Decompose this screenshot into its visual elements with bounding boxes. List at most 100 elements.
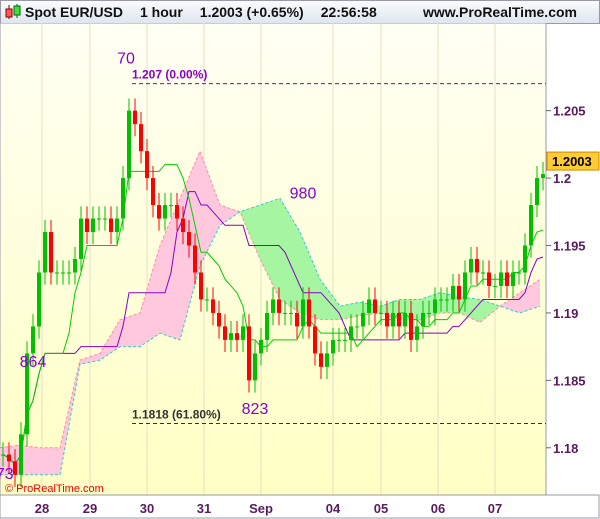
candle-body [223,326,227,340]
candle-body [307,299,311,327]
cloud-segment [20,445,40,475]
candle-body [85,218,89,233]
candle-body [19,434,23,475]
candle-body [67,272,71,274]
candle-body [505,272,509,286]
candle-body [373,299,377,313]
candle-body [139,124,143,152]
candle-body [469,259,473,273]
candle-body [241,326,245,340]
candle-body [415,326,419,340]
candle-body [163,205,167,219]
candle-body [43,232,47,273]
price-change-label: 1.2003 (+0.65%) [199,4,304,20]
candle-body [451,285,455,300]
candle-body [337,339,341,341]
current-price-tag [546,151,600,171]
candle-body [481,272,485,274]
candle-body [319,353,323,367]
candle-body [37,272,41,327]
y-tick-label: 1.18 [553,441,578,456]
candle-body [391,312,395,327]
candle-body [31,326,35,354]
cloud-segment [480,299,500,323]
bar-count-annotation: 70 [117,50,135,67]
candle-body [289,312,293,314]
candle-body [127,110,131,179]
candle-body [325,353,329,367]
x-tick-label: 05 [374,501,388,516]
clock-label: 22:56:58 [320,4,377,20]
candle-body [253,353,257,381]
x-tick-label: 28 [35,501,49,516]
cloud-segment [60,360,80,475]
candle-body [313,326,317,354]
candle-body [535,178,539,206]
cloud-segment [80,353,100,365]
candle-body [25,353,29,435]
tenkan-line [2,164,544,466]
candle-body [217,312,221,327]
timeframe-label[interactable]: 1 hour [140,4,183,20]
candle-body [493,285,497,287]
kijun-line [2,191,544,466]
candle-body [109,218,113,233]
candle-body [499,272,503,286]
cloud-segment [120,312,140,347]
bar-count-annotation: 823 [242,401,269,418]
candle-body [331,339,335,354]
x-tick-label: 06 [431,501,445,516]
cloud-segment [300,232,320,320]
y-tick-label: 1.185 [553,373,586,388]
candle-body [541,174,545,179]
fib-level-label: 1.1818 (61.80%) [132,408,221,422]
candle-body [523,245,527,273]
candle-body [487,272,491,286]
site-link[interactable]: www.ProRealTime.com [422,4,577,20]
candle-body [385,312,389,327]
candle-body [181,218,185,233]
candle-body [511,272,515,286]
x-tick-label: 07 [488,501,502,516]
candle-body [151,178,155,206]
copyright-label: © ProRealTime.com [5,483,104,495]
candle-body [463,272,467,300]
cloud-segment [340,302,360,320]
candle-body [145,151,149,179]
cloud-segment [280,198,300,313]
candle-body [211,299,215,313]
candle-body [361,312,365,327]
candle-body [103,218,107,220]
candle-body [445,299,449,301]
candle-body [421,312,425,327]
candle-body [397,312,401,327]
y-tick-label: 1.205 [553,104,586,119]
cloud-segment [140,245,160,347]
candle-body [379,312,383,314]
candle-body [121,178,125,219]
candle-body [199,272,203,300]
x-tick-label: Sep [249,501,273,516]
candle-body [259,339,263,354]
candle-body [193,245,197,273]
candle-body [13,461,17,475]
cloud-segment [260,198,280,300]
candle-body [61,272,65,274]
candle-body [187,232,191,246]
candle-body [283,312,287,314]
y-tick-label: 1.195 [553,239,586,254]
candle-body [349,326,353,340]
bar-count-annotation: 73 [0,466,14,483]
candle-body [229,333,233,340]
price-chart[interactable]: 1.207 (0.00%) 1.1818 (61.80%) 70 864 823 980 7… [0,23,600,519]
candle-body [265,312,269,340]
candle-body [301,299,305,327]
candle-body [205,299,209,301]
senkou-span-b [0,197,541,476]
x-tick-label: 30 [140,501,154,516]
candle-body [73,259,77,273]
candle-body [517,272,521,274]
x-tick-label: 29 [83,501,97,516]
candle-body [1,454,5,456]
candle-body [343,339,347,341]
